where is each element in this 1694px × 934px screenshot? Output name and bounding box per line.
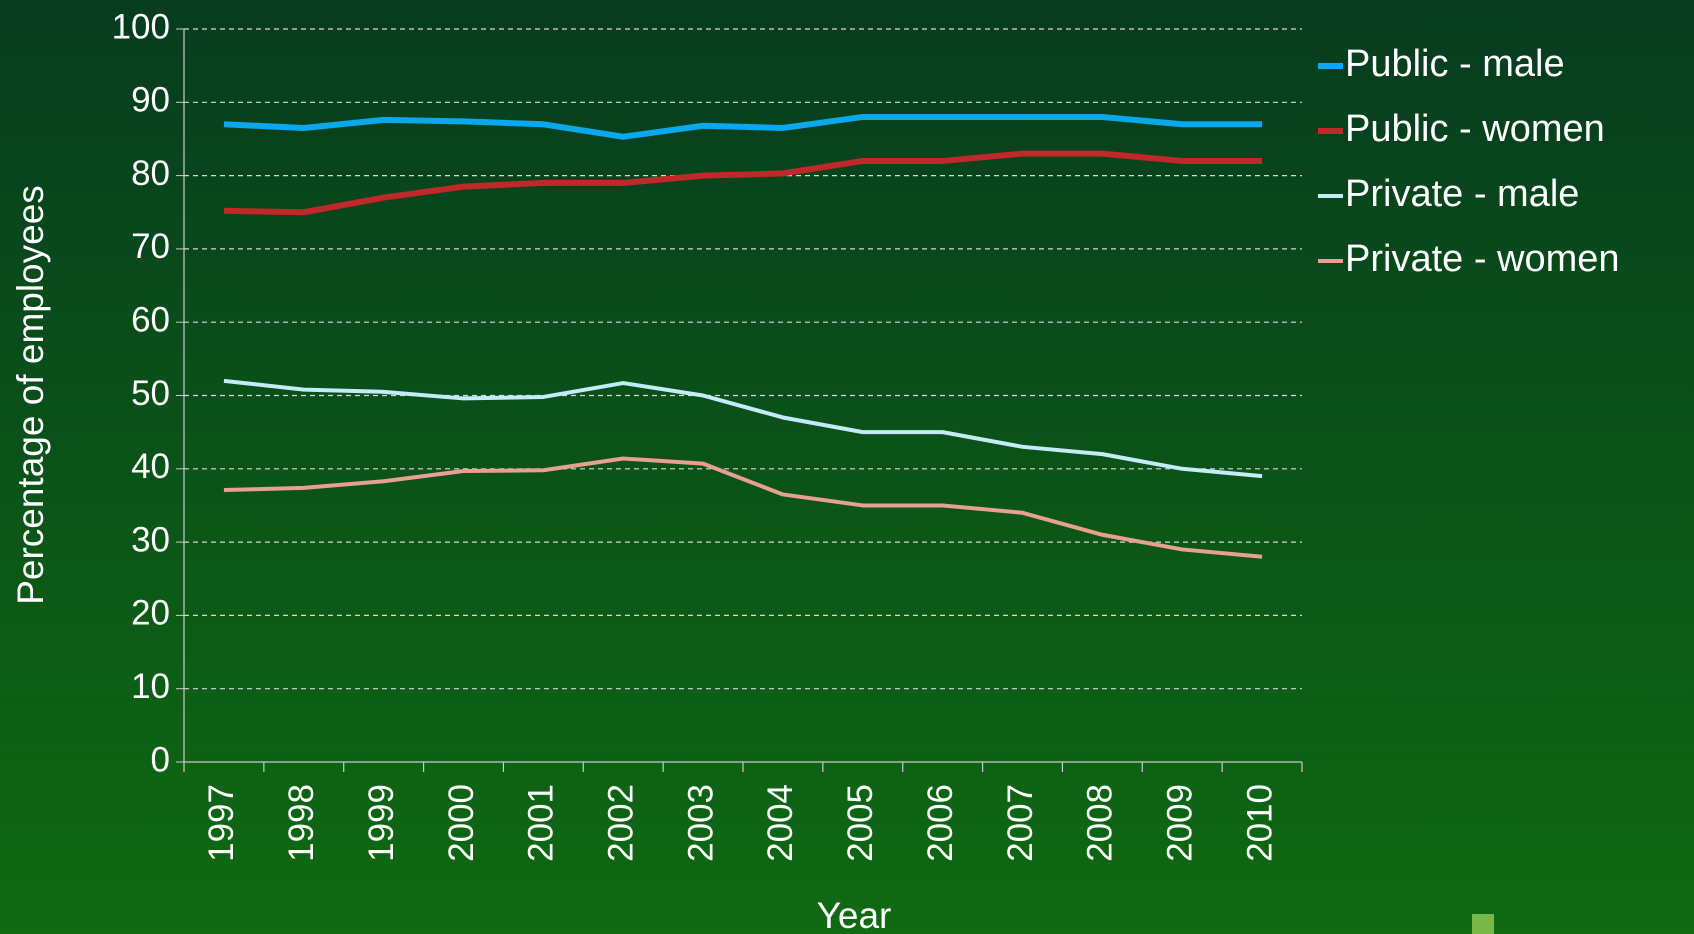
x-tick-label: 2000 xyxy=(442,784,481,862)
legend-label: Public - women xyxy=(1345,108,1605,150)
y-tick-label: 80 xyxy=(131,154,170,193)
x-tick-label: 2003 xyxy=(681,784,720,862)
x-tick-label: 1999 xyxy=(362,784,401,862)
x-tick-label: 2002 xyxy=(601,784,640,862)
series-line xyxy=(223,113,1263,140)
x-tick-label: 2010 xyxy=(1240,784,1279,862)
y-tick-label: 40 xyxy=(131,447,170,486)
y-tick-label: 0 xyxy=(151,740,170,779)
x-tick-label: 2008 xyxy=(1081,784,1120,862)
y-tick-label: 20 xyxy=(131,594,170,633)
decoration xyxy=(1472,914,1494,934)
x-tick-label: 2009 xyxy=(1160,784,1199,862)
y-tick-label: 70 xyxy=(131,227,170,266)
y-tick-label: 60 xyxy=(131,300,170,339)
series-line xyxy=(223,456,1263,559)
x-tick-label: 2001 xyxy=(522,784,561,862)
x-tick-label: 2006 xyxy=(921,784,960,862)
x-tick-label: 1997 xyxy=(202,784,241,862)
series-line xyxy=(223,150,1263,216)
x-tick-label: 2004 xyxy=(761,784,800,862)
legend-label: Public - male xyxy=(1345,43,1565,85)
series-line xyxy=(223,378,1263,479)
y-tick-label: 10 xyxy=(131,667,170,706)
x-tick-label: 1998 xyxy=(282,784,321,862)
y-axis-label: Percentage of employees xyxy=(10,185,51,605)
x-tick-label: 2005 xyxy=(841,784,880,862)
legend-label: Private - women xyxy=(1345,238,1620,280)
y-tick-label: 50 xyxy=(131,374,170,413)
y-tick-label: 90 xyxy=(131,81,170,120)
y-tick-label: 100 xyxy=(112,7,170,46)
legend-label: Private - male xyxy=(1345,173,1579,215)
y-tick-label: 30 xyxy=(131,520,170,559)
x-tick-label: 2007 xyxy=(1001,784,1040,862)
x-axis-label: Year xyxy=(817,895,892,934)
